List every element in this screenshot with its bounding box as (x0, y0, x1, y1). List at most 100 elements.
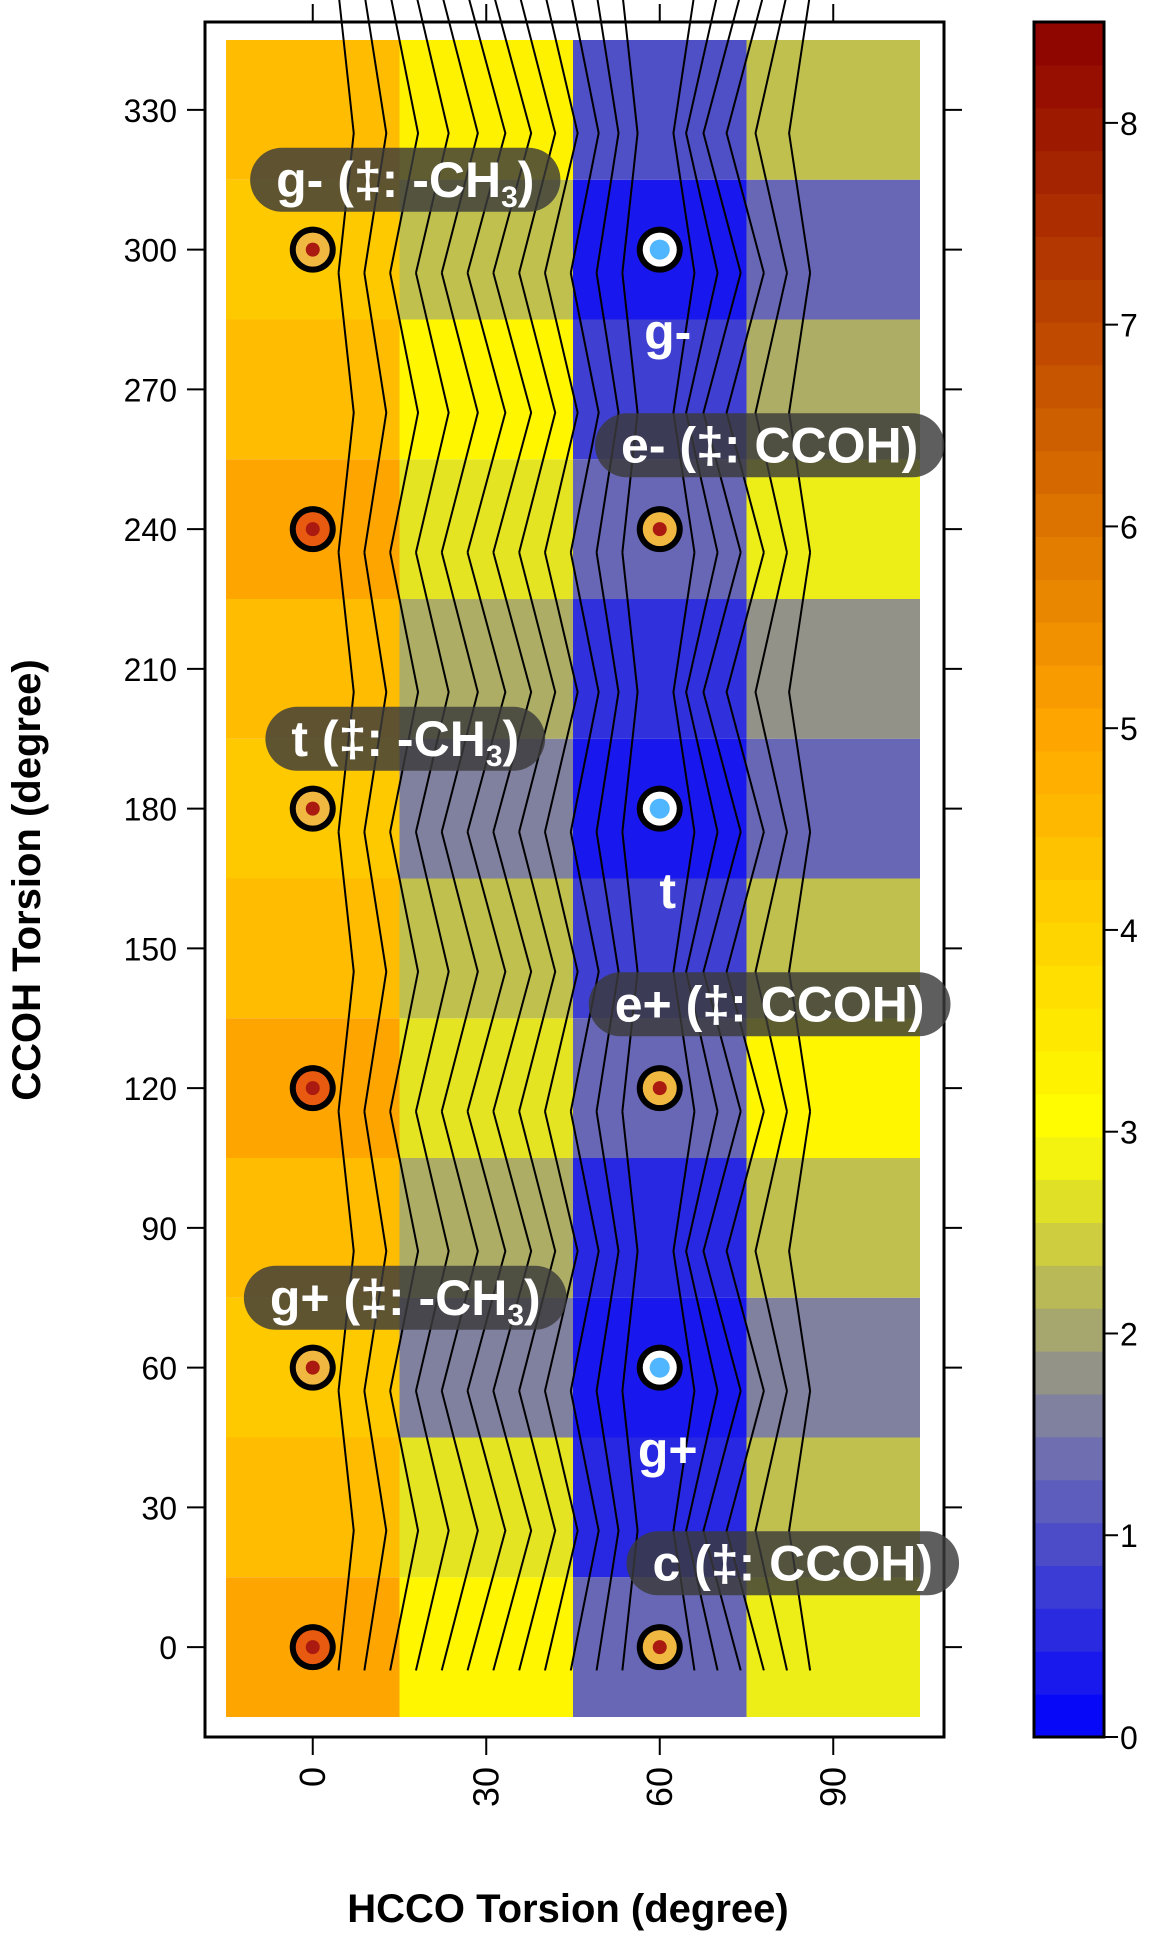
colorbar-band (1034, 322, 1104, 366)
heatmap-cells (226, 40, 920, 1717)
heatmap-cell (746, 179, 920, 320)
contour-line (754, 272, 788, 553)
colorbar-band (1034, 750, 1104, 795)
contour-line (788, 1111, 812, 1392)
colorbar-band (1034, 579, 1104, 623)
colorbar-band (1034, 1179, 1104, 1223)
y-tick-label: 90 (141, 1211, 177, 1247)
contour-line (754, 1111, 788, 1392)
contour-line (466, 0, 507, 274)
colorbar-band (1034, 536, 1104, 580)
stationary-points (289, 226, 683, 1671)
point-label: g+ (638, 1422, 698, 1478)
heatmap-cell (746, 1297, 920, 1438)
axis-ticks: 0 30 60 90 0 30 60 90 120 150 180 210 240 270 300 330 (124, 4, 962, 1807)
colorbar-band (1034, 1694, 1104, 1738)
contour-line (389, 1111, 420, 1392)
contour-line (543, 272, 579, 553)
contour-line (621, 552, 639, 833)
boxed-point-label: c (‡: CCOH) (626, 1531, 960, 1596)
contour-line (492, 1111, 533, 1392)
colorbar-band (1034, 665, 1104, 709)
contour-line (337, 0, 355, 274)
contour-line (337, 552, 355, 833)
boxed-point-label: t (‡: -CH3) (265, 706, 546, 773)
contour-line (363, 272, 388, 553)
contour-line (569, 1111, 600, 1392)
contour-line (685, 1111, 719, 1392)
contour-line (702, 272, 742, 553)
contour-line (569, 272, 600, 553)
point-label: g- (644, 304, 691, 360)
contour-line (414, 552, 450, 833)
x-tick-label: 30 (465, 1767, 506, 1807)
contour-line (672, 272, 696, 553)
contour-line (595, 272, 620, 553)
contour-line (702, 552, 742, 833)
contour-line (389, 272, 420, 553)
colorbar-band (1034, 1608, 1104, 1652)
colorbar-band (1034, 493, 1104, 537)
contour-line (569, 552, 600, 833)
contour-line (414, 831, 450, 1112)
contour-line (595, 0, 620, 274)
colorbar-tick-label: 3 (1120, 1115, 1138, 1151)
colorbar-band (1034, 1651, 1104, 1695)
point-marker (289, 506, 336, 553)
contour-line (685, 1390, 719, 1671)
contour-line (414, 0, 450, 274)
heatmap-cell (746, 1577, 920, 1717)
contour-line (543, 1390, 579, 1671)
y-tick-label: 270 (124, 372, 177, 408)
colorbar-band (1034, 836, 1104, 880)
contour-line (440, 552, 479, 833)
boxed-point-label: g- (‡: -CH3) (250, 147, 561, 214)
x-axis-label: HCCO Torsion (degree) (347, 1887, 789, 1931)
contour-line (414, 1111, 450, 1392)
colorbar-band (1034, 793, 1104, 838)
point-marker (289, 1344, 336, 1391)
contour-line (440, 831, 479, 1112)
colorbar-band (1034, 1436, 1104, 1481)
contour-line (672, 831, 696, 1112)
contour-line (595, 1111, 620, 1392)
colorbar-band (1034, 1522, 1104, 1566)
y-tick-label: 300 (124, 233, 177, 269)
y-tick-label: 150 (124, 931, 177, 967)
contour-line (492, 831, 533, 1112)
colorbar-band (1034, 1265, 1104, 1309)
contour-line (685, 0, 719, 274)
heatmap-cell (226, 878, 400, 1019)
contour-line (466, 1390, 507, 1671)
contour-line (363, 0, 388, 274)
point-marker (636, 1344, 683, 1391)
contour-line (440, 272, 479, 553)
contour-line (621, 1111, 639, 1392)
contour-line (788, 831, 812, 1112)
contour-line (569, 831, 600, 1112)
colorbar-band (1034, 1351, 1104, 1395)
boxed-point-label: e+ (‡: CCOH) (588, 972, 951, 1037)
contour-line (337, 1111, 355, 1392)
svg-text:e+ (‡: CCOH): e+ (‡: CCOH) (615, 976, 925, 1032)
contour-line (685, 272, 719, 553)
colorbar-band (1034, 708, 1104, 752)
contour-lines (337, 0, 812, 1671)
contour-line (466, 831, 507, 1112)
contour-line (414, 272, 450, 553)
point-marker (636, 1624, 683, 1671)
contour-line (754, 552, 788, 833)
contour-line (569, 0, 600, 274)
point-marker (289, 785, 336, 832)
contour-line (466, 552, 507, 833)
contour-line (754, 0, 788, 274)
contour-line (466, 272, 507, 553)
contour-line (389, 1390, 420, 1671)
point-marker (289, 1624, 336, 1671)
contour-line (518, 1390, 557, 1671)
heatmap-cell (746, 1158, 920, 1298)
contour-line (702, 0, 742, 274)
contour-line (363, 1111, 388, 1392)
colorbar-band (1034, 150, 1104, 194)
